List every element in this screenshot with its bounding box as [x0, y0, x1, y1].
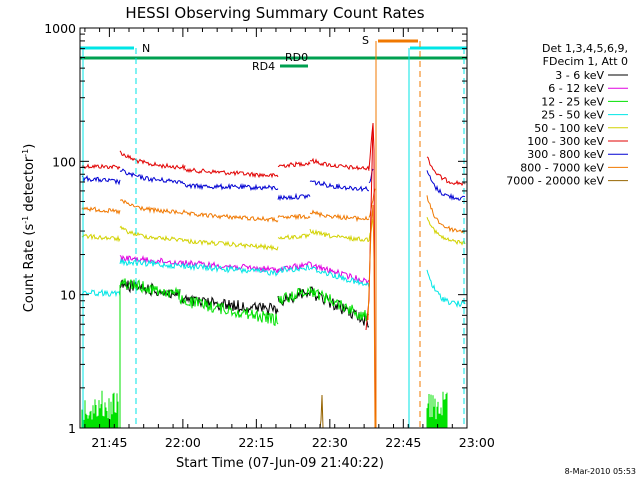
flag-s-label: S: [362, 34, 369, 47]
y-axis-label-sup1: -1: [21, 216, 30, 224]
series-line: [277, 160, 311, 169]
y-axis-label: Count Rate (s-1 detector-1): [21, 144, 37, 313]
chart-title: HESSI Observing Summary Count Rates: [125, 4, 424, 22]
series-50_100keV: [81, 217, 466, 252]
series-line: [184, 182, 279, 191]
y-axis-label-part1: Count Rate (s: [22, 224, 37, 313]
x-tick-label: 23:00: [459, 435, 495, 450]
series-line: [277, 287, 311, 305]
series-line: [309, 286, 370, 322]
series-line: [309, 157, 370, 171]
axes: 1 10 100 1000 21:45 22:00 22:15 22:30 22:45 23:00: [44, 21, 495, 450]
x-tick-label: 21:45: [91, 435, 127, 450]
series-line: [119, 255, 186, 268]
series-line: [184, 211, 279, 223]
series-line: [179, 295, 279, 327]
plot-timestamp: 8-Mar-2010 05:53: [565, 467, 636, 476]
series-line: [309, 209, 370, 223]
series-line: [426, 156, 466, 187]
x-axis-label: Start Time (07-Jun-09 21:40:22): [176, 456, 384, 471]
series-line: [119, 279, 181, 299]
legend-label: 800 - 7000 keV: [520, 161, 604, 174]
series-line: [184, 262, 279, 277]
legend-header-line2: FDecim 1, Att 0: [543, 55, 628, 68]
y-tick-label: 1000: [44, 21, 76, 36]
series-line: [426, 170, 466, 201]
y-axis-label-part3: ): [22, 144, 37, 149]
series-line: [277, 264, 311, 274]
series-line: [81, 175, 121, 186]
legend-label: 12 - 25 keV: [541, 95, 604, 108]
y-tick-label: 100: [52, 154, 76, 169]
series-line: [119, 168, 185, 185]
legend-label: 50 - 100 keV: [534, 122, 604, 135]
series-line: [368, 123, 374, 170]
x-tick-label: 22:30: [312, 435, 348, 450]
plot-area: N S RD0 RD4: [80, 34, 467, 429]
legend-label: 300 - 800 keV: [527, 148, 604, 161]
series-line: [309, 228, 370, 243]
legend-label: 6 - 12 keV: [548, 82, 604, 95]
legend-label: 100 - 300 keV: [527, 135, 604, 148]
flag-n-label: N: [142, 42, 150, 55]
series-line: [184, 167, 279, 179]
series-line: [309, 180, 370, 193]
series-line: [81, 233, 121, 243]
series-25_50keV: [81, 257, 466, 308]
series-100_300keV: [81, 123, 466, 187]
series-12_25keV: [119, 278, 370, 327]
plot-frame: [79, 27, 468, 429]
series-line: [277, 192, 311, 202]
y-axis-label-sup2: -1: [21, 149, 30, 157]
flag-rd0-label: RD0: [285, 51, 308, 64]
legend: Det 1,3,4,5,6,9, FDecim 1, Att 0 3 - 6 k…: [506, 42, 628, 188]
series-line: [81, 288, 121, 298]
legend-header-line1: Det 1,3,4,5,6,9,: [542, 42, 628, 55]
spike-orange: [367, 204, 376, 429]
series-line: [119, 257, 186, 270]
series-line: [309, 266, 370, 288]
series-line: [81, 163, 121, 171]
series-line: [119, 225, 186, 243]
legend-label: 7000 - 20000 keV: [506, 175, 604, 188]
series-line: [426, 217, 466, 246]
series-line: [277, 233, 311, 240]
y-tick-label: 1: [68, 421, 76, 436]
y-axis-label-part2: detector: [22, 156, 37, 216]
legend-label: 25 - 50 keV: [541, 109, 604, 122]
series-line: [426, 195, 466, 234]
series-300_800keV: [81, 168, 466, 202]
series-line: [184, 238, 279, 252]
y-tick-label: 10: [60, 288, 76, 303]
series-line: [120, 199, 186, 215]
x-tick-label: 22:45: [385, 435, 421, 450]
flag-rd4-label: RD4: [252, 60, 275, 73]
x-tick-label: 22:00: [165, 435, 201, 450]
series-line: [81, 206, 121, 215]
series-line: [426, 269, 466, 308]
series-line: [119, 278, 181, 300]
legend-label: 3 - 6 keV: [555, 69, 604, 82]
x-tick-label: 22:15: [238, 435, 274, 450]
series-line: [119, 150, 186, 172]
series-line: [277, 213, 311, 221]
